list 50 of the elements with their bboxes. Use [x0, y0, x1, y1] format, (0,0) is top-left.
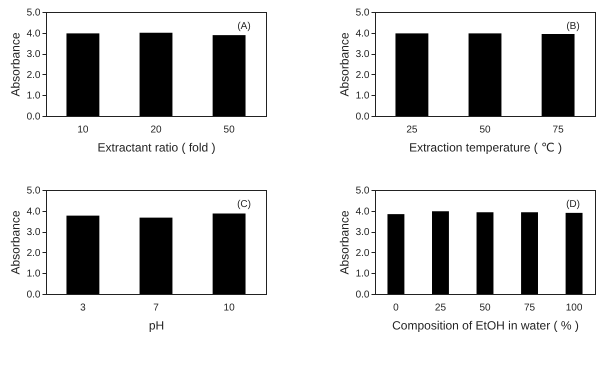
y-tick-label: 2.0 [26, 70, 41, 81]
y-tick-label: 1.0 [356, 268, 370, 280]
x-tick-label: 25 [434, 302, 446, 314]
y-axis-title: Absorbance [338, 32, 352, 97]
x-tick-label: 100 [566, 302, 583, 314]
x-tick-label: 75 [524, 302, 536, 314]
y-tick-label: 1.0 [26, 90, 41, 102]
y-tick-label: 4.0 [356, 28, 370, 40]
y-tick-label: 2.0 [356, 248, 370, 259]
x-tick-label: 10 [77, 124, 89, 136]
y-tick-label: 2.0 [26, 248, 41, 259]
y-tick-label: 5.0 [26, 186, 41, 196]
y-tick-label: 5.0 [356, 186, 370, 196]
annotation: (B) [566, 21, 580, 32]
y-tick-label: 4.0 [26, 206, 41, 218]
y-tick-label: 0.0 [26, 290, 41, 300]
annotation: (C) [237, 199, 251, 210]
y-tick-label: 1.0 [26, 268, 41, 280]
y-tick-label: 3.0 [356, 49, 370, 60]
y-tick-label: 1.0 [356, 90, 370, 102]
x-axis-title: Composition of EtOH in water ( % ) [392, 318, 579, 332]
y-tick-label: 3.0 [26, 49, 41, 60]
y-tick-label: 4.0 [26, 28, 41, 40]
x-tick-label: 7 [153, 302, 160, 314]
x-tick-label: 20 [150, 124, 162, 136]
y-axis-title: Absorbance [8, 32, 23, 97]
y-tick-label: 3.0 [356, 227, 370, 238]
x-tick-label: 75 [552, 124, 564, 136]
annotation: (D) [566, 199, 580, 210]
y-tick-label: 4.0 [356, 206, 370, 218]
y-axis-title: Absorbance [8, 210, 23, 275]
x-axis-title: Extraction temperature ( ℃ ) [409, 140, 562, 154]
x-tick-label: 25 [406, 124, 418, 136]
x-tick-label: 10 [224, 302, 236, 314]
y-tick-label: 0.0 [356, 290, 370, 300]
y-tick-label: 0.0 [356, 112, 370, 122]
x-tick-label: 50 [479, 302, 491, 314]
x-tick-label: 50 [479, 124, 491, 136]
x-axis-title: Extractant ratio ( fold ) [97, 140, 216, 154]
annotation: (A) [237, 21, 251, 32]
y-axis-title: Absorbance [338, 210, 352, 275]
x-tick-label: 0 [393, 302, 400, 314]
x-tick-label: 3 [80, 302, 86, 314]
y-tick-label: 5.0 [356, 8, 370, 18]
y-tick-label: 0.0 [26, 112, 41, 122]
y-tick-label: 3.0 [26, 227, 41, 238]
y-tick-label: 5.0 [26, 8, 41, 18]
x-tick-label: 50 [224, 124, 236, 136]
y-tick-label: 2.0 [356, 70, 370, 81]
x-axis-title: pH [148, 318, 164, 332]
